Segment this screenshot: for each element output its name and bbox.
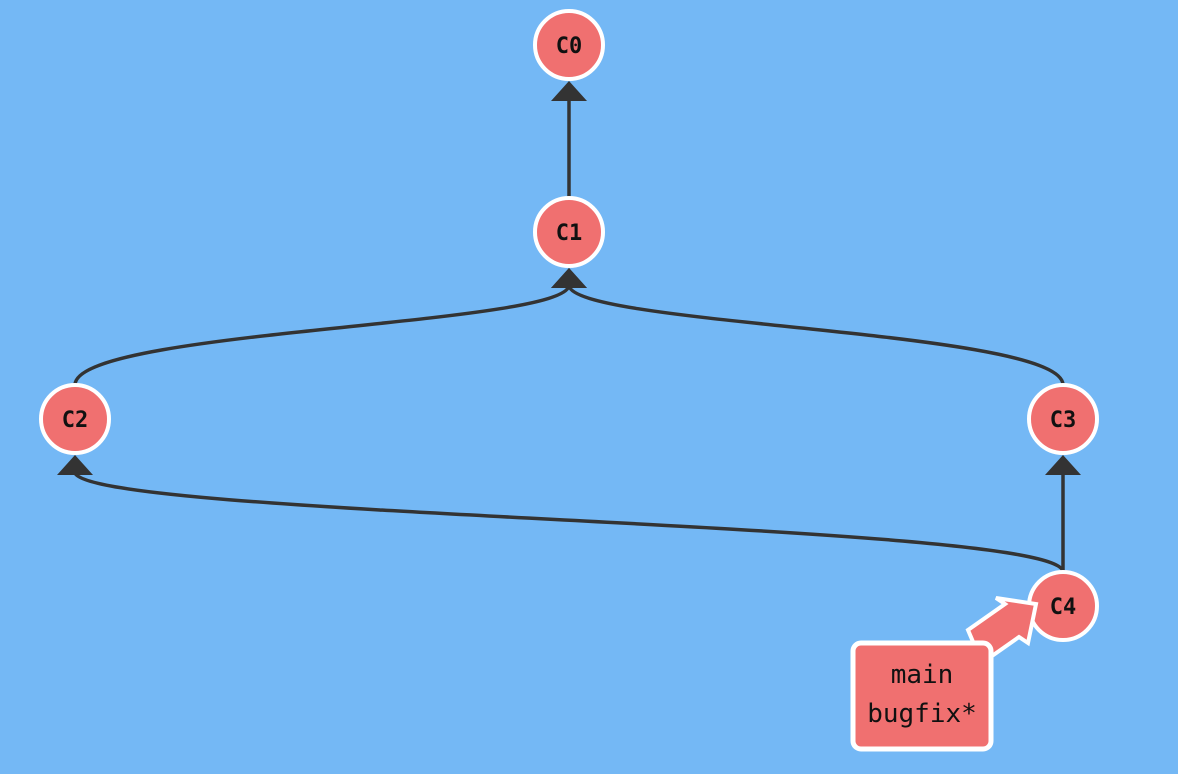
edge-c4-to-c2 <box>73 471 1065 573</box>
edge-c2-to-c1 <box>73 285 571 386</box>
commit-circle <box>1027 383 1099 455</box>
commit-node-c0[interactable]: C0 <box>533 9 605 81</box>
commit-node-c3[interactable]: C3 <box>1027 383 1099 455</box>
arrow-head-c1-to-c0 <box>551 81 587 101</box>
commit-circle <box>533 9 605 81</box>
arrow-head-c3-to-c1 <box>551 268 587 288</box>
commit-node-c1[interactable]: C1 <box>533 196 605 268</box>
branch-layer: main bugfix* <box>850 596 1039 752</box>
arrow-head-c4-to-c2 <box>57 455 93 475</box>
commit-label: C4 <box>1050 595 1077 620</box>
edge-c3-to-c1 <box>567 285 1065 386</box>
commit-label: C3 <box>1050 408 1077 433</box>
commit-node-c4[interactable]: C4 <box>1027 570 1099 642</box>
commit-label: C2 <box>62 408 89 433</box>
arrow-head-c4-to-c3 <box>1045 455 1081 475</box>
commit-circle <box>39 383 111 455</box>
commit-label: C1 <box>556 221 583 246</box>
branch-name-main: main <box>891 660 954 690</box>
commit-label: C0 <box>556 34 583 59</box>
edges-layer <box>57 81 1081 573</box>
commit-circle <box>533 196 605 268</box>
branch-label-box[interactable] <box>850 640 994 752</box>
commit-node-c2[interactable]: C2 <box>39 383 111 455</box>
commits-layer: C0 C1 C2 C3 C4 <box>39 9 1099 642</box>
branch-name-bugfix: bugfix* <box>867 699 977 729</box>
